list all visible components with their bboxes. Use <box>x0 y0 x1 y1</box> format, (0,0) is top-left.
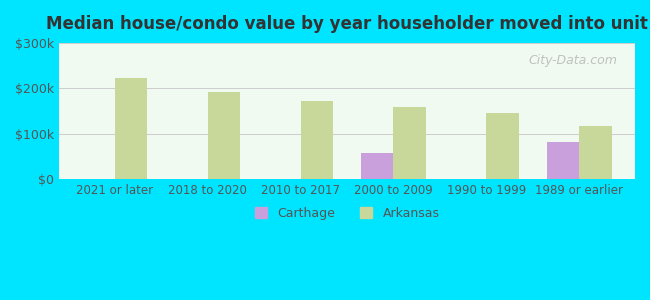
Title: Median house/condo value by year householder moved into unit: Median house/condo value by year househo… <box>46 15 648 33</box>
Bar <box>393 106 426 179</box>
Text: City-Data.com: City-Data.com <box>529 54 617 67</box>
Bar <box>115 78 148 179</box>
Bar <box>300 101 333 179</box>
Bar <box>579 126 612 179</box>
Bar <box>547 142 579 179</box>
Legend: Carthage, Arkansas: Carthage, Arkansas <box>250 202 445 225</box>
Bar <box>486 113 519 179</box>
Bar <box>207 92 240 179</box>
Bar <box>361 153 393 179</box>
